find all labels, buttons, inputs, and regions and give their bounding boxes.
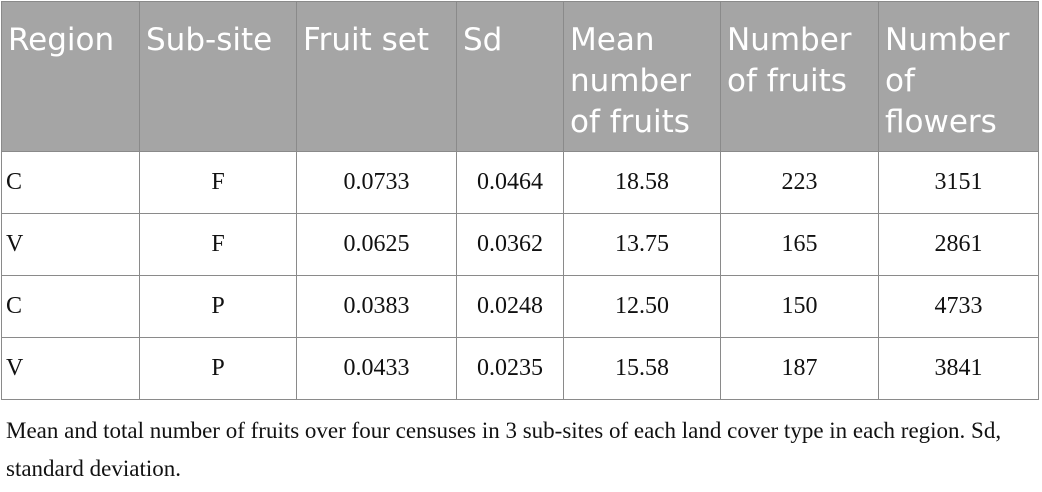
table-cell: 187 bbox=[720, 337, 879, 400]
header-cell: Number of flowers bbox=[878, 1, 1039, 152]
table-cell: 18.58 bbox=[563, 151, 721, 214]
header-cell: Sub-site bbox=[139, 1, 297, 152]
table-cell: 0.0464 bbox=[456, 151, 564, 214]
table-cell: 0.0625 bbox=[296, 213, 457, 276]
caption: Mean and total number of fruits over fou… bbox=[6, 418, 1002, 481]
table-cell: 0.0733 bbox=[296, 151, 457, 214]
table-cell: 0.0235 bbox=[456, 337, 564, 400]
header-cell: Fruit set bbox=[296, 1, 457, 152]
header-row: Region Sub-site Fruit set Sd Mean number of … bbox=[1, 1, 1039, 152]
table-cell: 13.75 bbox=[563, 213, 721, 276]
table-cell: 0.0433 bbox=[296, 337, 457, 400]
data-table: Region Sub-site Fruit set Sd Mean number of … bbox=[1, 1, 1039, 400]
table-row: V F 0.0625 0.0362 13.75 165 2861 bbox=[1, 213, 1039, 276]
table-cell: P bbox=[139, 337, 297, 400]
table-cell: C bbox=[1, 275, 140, 338]
table-body: C F 0.0733 0.0464 18.58 223 3151 V F 0.0625 0.0362… bbox=[1, 151, 1039, 400]
table-cell: V bbox=[1, 213, 140, 276]
table-row: C P 0.0383 0.0248 12.50 150 4733 bbox=[1, 275, 1039, 338]
table-row: C F 0.0733 0.0464 18.58 223 3151 bbox=[1, 151, 1039, 214]
table-cell: C bbox=[1, 151, 140, 214]
table-cell: 223 bbox=[720, 151, 879, 214]
header-cell: Number of fruits bbox=[720, 1, 879, 152]
table-cell: F bbox=[139, 151, 297, 214]
header-cell: Sd bbox=[456, 1, 564, 152]
table-cell: 0.0383 bbox=[296, 275, 457, 338]
table-cell: 3841 bbox=[878, 337, 1039, 400]
table-cell: 0.0362 bbox=[456, 213, 564, 276]
table-cell: 0.0248 bbox=[456, 275, 564, 338]
table-cell: 2861 bbox=[878, 213, 1039, 276]
table-cell: 150 bbox=[720, 275, 879, 338]
header-cell: Mean number of fruits bbox=[563, 1, 721, 152]
table-cell: F bbox=[139, 213, 297, 276]
header-cell: Region bbox=[1, 1, 140, 152]
table-cell: V bbox=[1, 337, 140, 400]
table-cell: 165 bbox=[720, 213, 879, 276]
table-row: V P 0.0433 0.0235 15.58 187 3841 bbox=[1, 337, 1039, 400]
table-cell: 4733 bbox=[878, 275, 1039, 338]
table-cell: P bbox=[139, 275, 297, 338]
table-cell: 3151 bbox=[878, 151, 1039, 214]
table-cell: 12.50 bbox=[563, 275, 721, 338]
table-cell: 15.58 bbox=[563, 337, 721, 400]
